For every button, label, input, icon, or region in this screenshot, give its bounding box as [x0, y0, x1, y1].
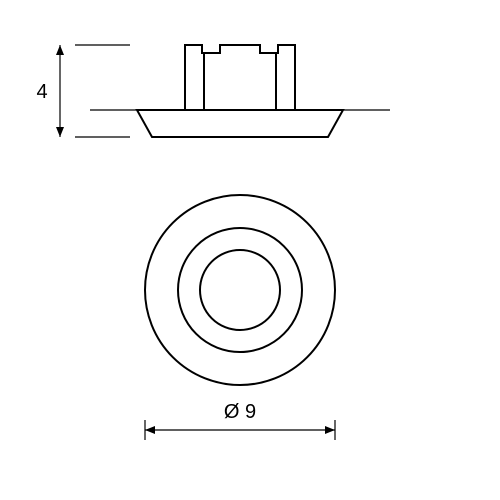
- arrowhead: [56, 45, 64, 55]
- flange-outline: [137, 110, 343, 137]
- arrowhead: [145, 426, 155, 434]
- mid-circle: [178, 228, 302, 352]
- inner-circle: [200, 250, 280, 330]
- cylinder-outline: [185, 45, 295, 110]
- technical-drawing: 4 Ø 9: [0, 0, 500, 500]
- diameter-label: Ø 9: [224, 401, 256, 423]
- arrowhead: [56, 127, 64, 137]
- arrowhead: [325, 426, 335, 434]
- height-label: 4: [36, 81, 47, 103]
- outer-circle: [145, 195, 335, 385]
